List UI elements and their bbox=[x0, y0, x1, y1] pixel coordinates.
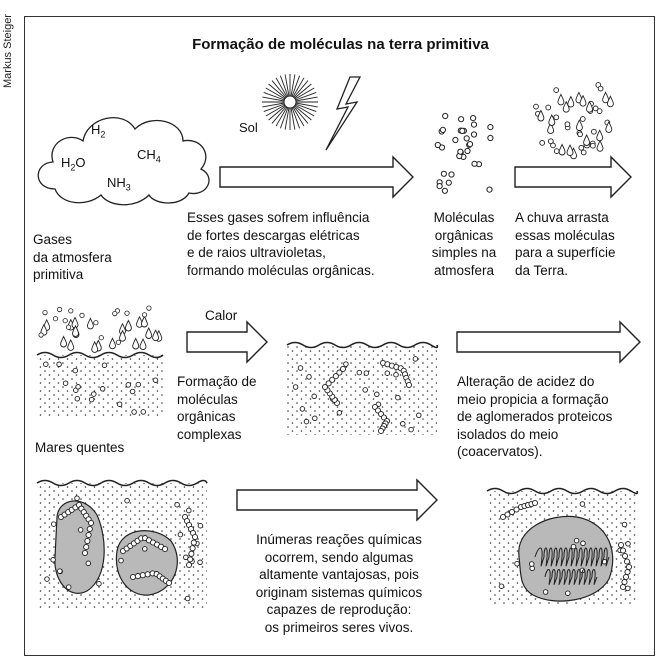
gas-nh3: NH3 bbox=[107, 175, 131, 193]
cloud-icon bbox=[37, 117, 210, 206]
diagram-frame: Formação de moléculas na terra primitiva bbox=[24, 16, 655, 656]
rain-label: A chuva arrasta essas moléculas para a sup… bbox=[515, 210, 616, 278]
image-credit: Markus Steiger bbox=[2, 14, 14, 88]
arrow-1 bbox=[219, 155, 414, 199]
gases-label: Gases da atmosfera primitiva bbox=[33, 232, 112, 282]
coacervates-sea-icon bbox=[36, 479, 208, 609]
gas-h2: H2 bbox=[91, 122, 106, 140]
first-living-system-icon bbox=[486, 487, 639, 605]
heat-label: Calor bbox=[205, 308, 238, 323]
lightning-icon bbox=[325, 76, 362, 151]
discharges-label: Esses gases sofrem influência de fortes d… bbox=[187, 210, 375, 278]
sun-icon bbox=[262, 74, 318, 130]
acidity-label: Alteração de acidez do meio propicia a fo… bbox=[457, 374, 613, 459]
diagram-title: Formação de moléculas na terra primitiva bbox=[192, 36, 489, 53]
sun-label: Sol bbox=[239, 120, 258, 135]
gas-h2o: H2O bbox=[61, 155, 86, 173]
arrow-5 bbox=[236, 478, 438, 522]
simple-molecules-label: Moléculas orgânicas simples na atmosfera bbox=[431, 210, 497, 278]
reactions-label: Inúmeras reações químicas ocorrem, sendo … bbox=[255, 532, 423, 635]
gas-ch4: CH4 bbox=[137, 147, 161, 165]
organic-molecules-icon bbox=[434, 112, 494, 194]
warm-sea-icon bbox=[36, 305, 164, 417]
diagram-artwork bbox=[36, 74, 641, 609]
arrow-4 bbox=[456, 320, 641, 364]
arrow-2 bbox=[514, 155, 632, 199]
arrow-3 bbox=[186, 320, 268, 364]
rain-molecules-icon bbox=[533, 82, 614, 160]
warm-seas-label: Mares quentes bbox=[35, 440, 125, 455]
complex-molecules-sea-icon bbox=[286, 341, 439, 435]
complex-molecules-label: Formação de moléculas orgânicas complexas bbox=[177, 374, 257, 442]
